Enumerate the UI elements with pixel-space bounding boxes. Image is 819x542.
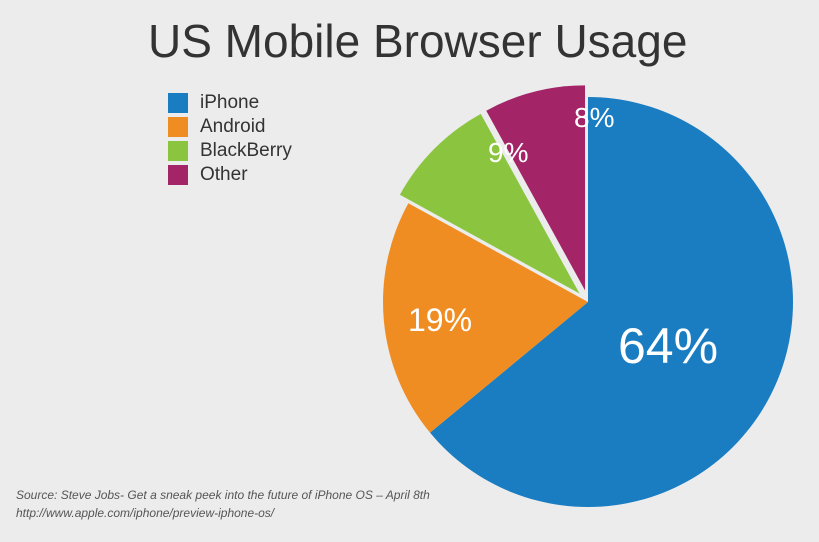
legend-swatch — [168, 141, 188, 161]
slice-label-blackberry: 9% — [488, 137, 528, 169]
source-line: Source: Steve Jobs- Get a sneak peek int… — [16, 486, 430, 504]
legend: iPhone Android BlackBerry Other — [168, 92, 292, 188]
pie-chart: 64% 19% 9% 8% — [368, 82, 808, 527]
legend-label: iPhone — [200, 92, 259, 114]
legend-swatch — [168, 93, 188, 113]
legend-swatch — [168, 117, 188, 137]
legend-label: BlackBerry — [200, 140, 292, 162]
slice-label-other: 8% — [574, 102, 614, 134]
source-caption: Source: Steve Jobs- Get a sneak peek int… — [16, 486, 430, 522]
legend-item: BlackBerry — [168, 140, 292, 162]
legend-item: Other — [168, 164, 292, 186]
slice-label-iphone: 64% — [618, 317, 718, 375]
chart-title: US Mobile Browser Usage — [148, 14, 687, 68]
legend-item: iPhone — [168, 92, 292, 114]
source-line: http://www.apple.com/iphone/preview-ipho… — [16, 504, 430, 522]
legend-label: Other — [200, 164, 248, 186]
legend-label: Android — [200, 116, 266, 138]
slice-label-android: 19% — [408, 302, 472, 339]
legend-swatch — [168, 165, 188, 185]
legend-item: Android — [168, 116, 292, 138]
